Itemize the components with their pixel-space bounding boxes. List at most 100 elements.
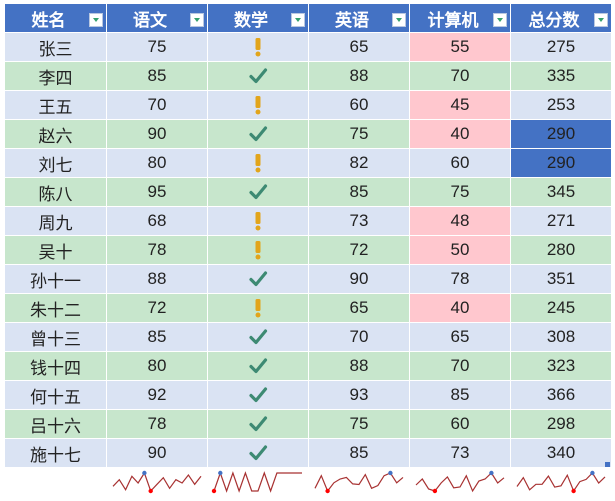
cell-name[interactable]: 钱十四 bbox=[4, 351, 107, 381]
cell-english[interactable]: 72 bbox=[308, 235, 410, 265]
cell-math[interactable] bbox=[207, 438, 309, 468]
cell-chinese[interactable]: 88 bbox=[106, 264, 208, 294]
sparkline-cell[interactable] bbox=[409, 467, 511, 499]
cell-chinese[interactable]: 92 bbox=[106, 380, 208, 410]
cell-total[interactable]: 290 bbox=[510, 119, 612, 149]
cell-total[interactable]: 335 bbox=[510, 61, 612, 91]
cell-math[interactable] bbox=[207, 61, 309, 91]
cell-name[interactable]: 何十五 bbox=[4, 380, 107, 410]
cell-total[interactable]: 253 bbox=[510, 90, 612, 120]
header-total[interactable]: 总分数 bbox=[510, 3, 612, 33]
cell-math[interactable] bbox=[207, 380, 309, 410]
cell-name[interactable]: 朱十二 bbox=[4, 293, 107, 323]
sparkline-cell[interactable] bbox=[106, 467, 208, 499]
cell-chinese[interactable]: 95 bbox=[106, 177, 208, 207]
cell-computer[interactable]: 60 bbox=[409, 148, 511, 178]
cell-total[interactable]: 345 bbox=[510, 177, 612, 207]
cell-name[interactable]: 刘七 bbox=[4, 148, 107, 178]
filter-dropdown-icon[interactable] bbox=[89, 13, 103, 27]
cell-chinese[interactable]: 90 bbox=[106, 438, 208, 468]
cell-computer[interactable]: 70 bbox=[409, 61, 511, 91]
cell-computer[interactable]: 60 bbox=[409, 409, 511, 439]
cell-name[interactable]: 吴十 bbox=[4, 235, 107, 265]
cell-computer[interactable]: 70 bbox=[409, 351, 511, 381]
cell-name[interactable]: 曾十三 bbox=[4, 322, 107, 352]
cell-math[interactable] bbox=[207, 177, 309, 207]
cell-name[interactable]: 赵六 bbox=[4, 119, 107, 149]
cell-english[interactable]: 82 bbox=[308, 148, 410, 178]
cell-chinese[interactable]: 85 bbox=[106, 61, 208, 91]
empty-cell[interactable] bbox=[4, 467, 107, 499]
cell-english[interactable]: 60 bbox=[308, 90, 410, 120]
cell-english[interactable]: 73 bbox=[308, 206, 410, 236]
cell-english[interactable]: 65 bbox=[308, 293, 410, 323]
cell-computer[interactable]: 45 bbox=[409, 90, 511, 120]
cell-total[interactable]: 271 bbox=[510, 206, 612, 236]
sparkline-cell[interactable] bbox=[510, 467, 612, 499]
cell-math[interactable] bbox=[207, 148, 309, 178]
cell-computer[interactable]: 40 bbox=[409, 119, 511, 149]
cell-total[interactable]: 245 bbox=[510, 293, 612, 323]
cell-total[interactable]: 290 bbox=[510, 148, 612, 178]
cell-math[interactable] bbox=[207, 322, 309, 352]
cell-chinese[interactable]: 80 bbox=[106, 148, 208, 178]
header-computer[interactable]: 计算机 bbox=[409, 3, 511, 33]
filter-dropdown-icon[interactable] bbox=[190, 13, 204, 27]
cell-chinese[interactable]: 70 bbox=[106, 90, 208, 120]
cell-english[interactable]: 88 bbox=[308, 61, 410, 91]
cell-name[interactable]: 孙十一 bbox=[4, 264, 107, 294]
cell-english[interactable]: 75 bbox=[308, 119, 410, 149]
cell-english[interactable]: 75 bbox=[308, 409, 410, 439]
cell-english[interactable]: 70 bbox=[308, 322, 410, 352]
filter-dropdown-icon[interactable] bbox=[594, 13, 608, 27]
header-chinese[interactable]: 语文 bbox=[106, 3, 208, 33]
cell-english[interactable]: 93 bbox=[308, 380, 410, 410]
cell-math[interactable] bbox=[207, 264, 309, 294]
cell-english[interactable]: 85 bbox=[308, 177, 410, 207]
cell-chinese[interactable]: 78 bbox=[106, 409, 208, 439]
filter-dropdown-icon[interactable] bbox=[392, 13, 406, 27]
cell-english[interactable]: 65 bbox=[308, 32, 410, 62]
cell-math[interactable] bbox=[207, 119, 309, 149]
cell-total[interactable]: 340 bbox=[510, 438, 612, 468]
cell-total[interactable]: 323 bbox=[510, 351, 612, 381]
cell-computer[interactable]: 78 bbox=[409, 264, 511, 294]
cell-computer[interactable]: 48 bbox=[409, 206, 511, 236]
cell-name[interactable]: 吕十六 bbox=[4, 409, 107, 439]
cell-total[interactable]: 366 bbox=[510, 380, 612, 410]
header-english[interactable]: 英语 bbox=[308, 3, 410, 33]
cell-chinese[interactable]: 85 bbox=[106, 322, 208, 352]
cell-english[interactable]: 88 bbox=[308, 351, 410, 381]
cell-computer[interactable]: 65 bbox=[409, 322, 511, 352]
cell-chinese[interactable]: 75 bbox=[106, 32, 208, 62]
selection-fill-handle[interactable] bbox=[605, 462, 610, 467]
cell-total[interactable]: 351 bbox=[510, 264, 612, 294]
cell-math[interactable] bbox=[207, 409, 309, 439]
cell-name[interactable]: 施十七 bbox=[4, 438, 107, 468]
cell-computer[interactable]: 75 bbox=[409, 177, 511, 207]
cell-computer[interactable]: 50 bbox=[409, 235, 511, 265]
cell-computer[interactable]: 85 bbox=[409, 380, 511, 410]
sparkline-cell[interactable] bbox=[308, 467, 410, 499]
cell-computer[interactable]: 40 bbox=[409, 293, 511, 323]
cell-name[interactable]: 王五 bbox=[4, 90, 107, 120]
cell-english[interactable]: 85 bbox=[308, 438, 410, 468]
cell-chinese[interactable]: 78 bbox=[106, 235, 208, 265]
cell-chinese[interactable]: 68 bbox=[106, 206, 208, 236]
cell-math[interactable] bbox=[207, 351, 309, 381]
cell-name[interactable]: 张三 bbox=[4, 32, 107, 62]
cell-name[interactable]: 周九 bbox=[4, 206, 107, 236]
cell-english[interactable]: 90 bbox=[308, 264, 410, 294]
filter-dropdown-icon[interactable] bbox=[493, 13, 507, 27]
cell-math[interactable] bbox=[207, 90, 309, 120]
cell-chinese[interactable]: 90 bbox=[106, 119, 208, 149]
cell-name[interactable]: 陈八 bbox=[4, 177, 107, 207]
cell-name[interactable]: 李四 bbox=[4, 61, 107, 91]
cell-math[interactable] bbox=[207, 32, 309, 62]
cell-total[interactable]: 280 bbox=[510, 235, 612, 265]
cell-math[interactable] bbox=[207, 235, 309, 265]
filter-dropdown-icon[interactable] bbox=[291, 13, 305, 27]
header-math[interactable]: 数学 bbox=[207, 3, 309, 33]
cell-computer[interactable]: 55 bbox=[409, 32, 511, 62]
cell-total[interactable]: 308 bbox=[510, 322, 612, 352]
